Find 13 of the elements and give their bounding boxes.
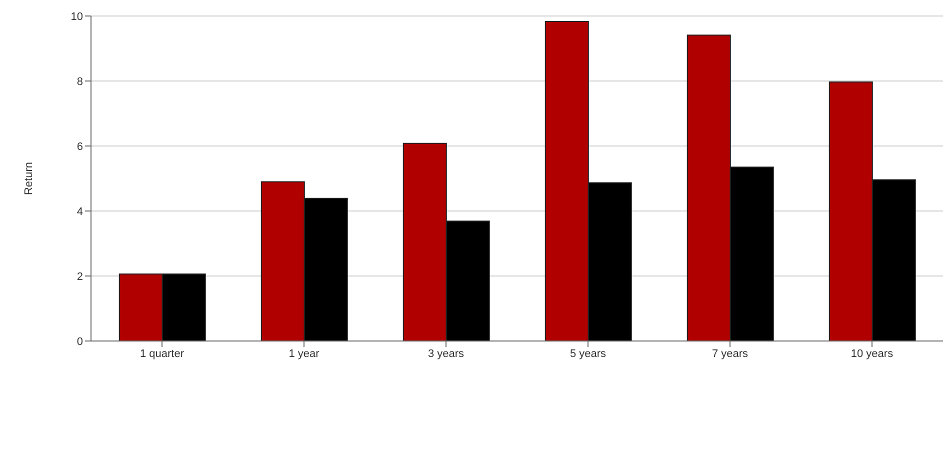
y-tick-label: 8: [76, 76, 83, 88]
x-tick-label: 7 years: [712, 348, 749, 360]
y-tick-label: 6: [76, 140, 83, 153]
x-tick-label: 1 quarter: [140, 348, 184, 360]
y-tick-label: 2: [76, 270, 83, 283]
x-tick-label: 1 year: [288, 348, 320, 360]
x-tick-label: 10 years: [850, 348, 894, 360]
y-axis-title: Return: [22, 162, 35, 196]
x-tick-label: 5 years: [570, 348, 607, 360]
x-tick-label: 3 years: [428, 348, 465, 360]
y-tick-label: 4: [76, 206, 83, 218]
y-tick-label: 10: [70, 10, 83, 23]
y-tick-label: 0: [76, 336, 83, 348]
